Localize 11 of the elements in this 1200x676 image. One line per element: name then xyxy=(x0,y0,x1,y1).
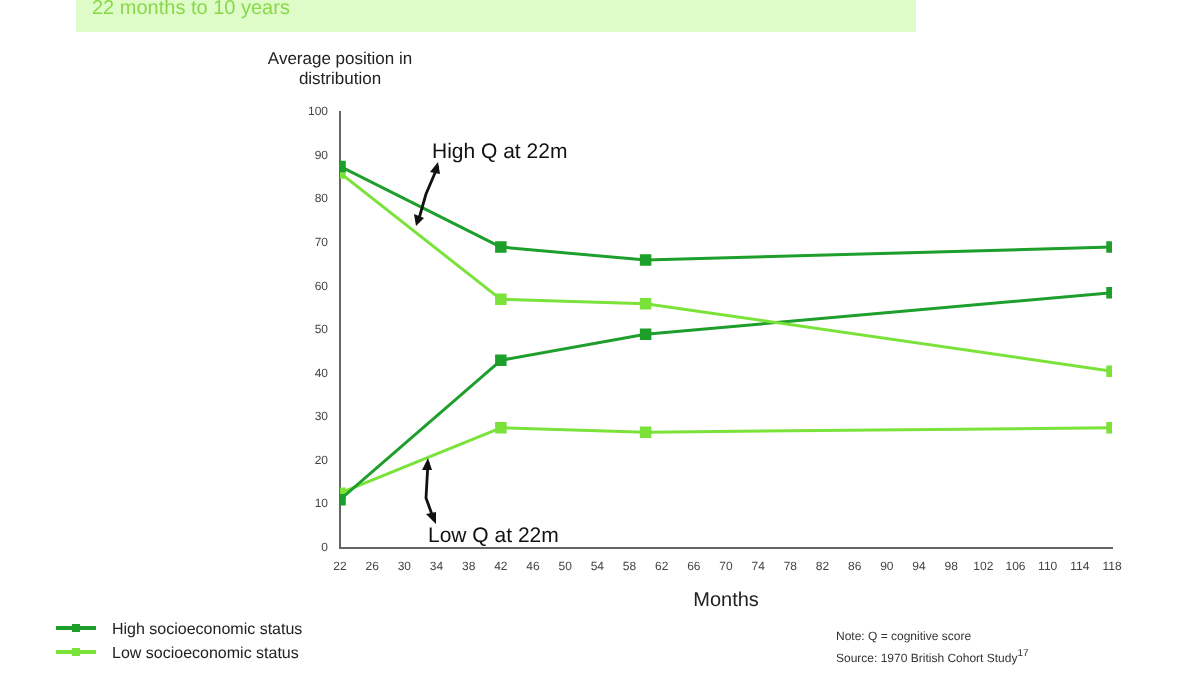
annotation: Low Q at 22m xyxy=(428,524,559,548)
point xyxy=(495,293,507,306)
y-axis-title: Average position in distribution xyxy=(265,48,415,88)
legend-label: High socioeconomic status xyxy=(112,619,303,637)
point xyxy=(495,241,507,253)
annotation: High Q at 22m xyxy=(432,140,568,164)
chart-title: 22 months to 10 years xyxy=(76,0,916,32)
point xyxy=(495,354,507,367)
point xyxy=(495,422,507,434)
x-axis-title: Months xyxy=(693,589,759,612)
legend-label: Low socioeconomic status xyxy=(112,643,299,661)
